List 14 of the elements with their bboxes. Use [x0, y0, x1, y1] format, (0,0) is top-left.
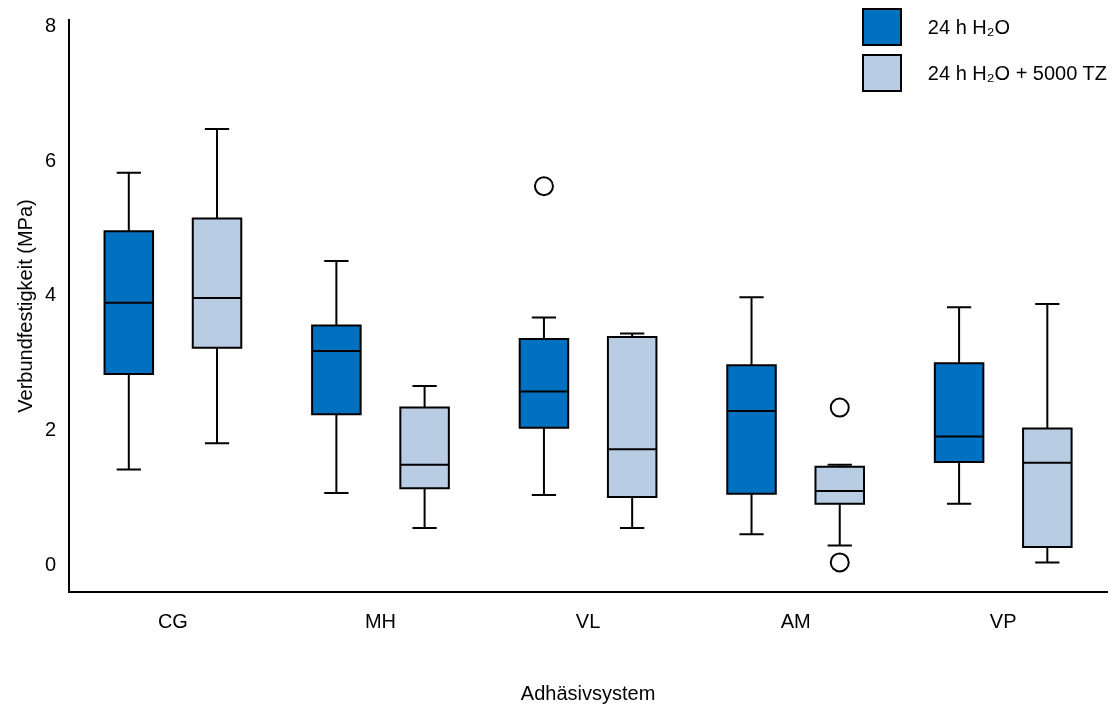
x-tick-label: CG	[157, 609, 188, 632]
legend-label: 24 h H₂O	[927, 15, 1011, 39]
x-tick-label: MH	[364, 609, 397, 632]
y-tick-label: 8	[45, 14, 57, 37]
x-tick-label: VP	[989, 609, 1017, 632]
y-tick-label: 2	[45, 418, 57, 441]
y-axis-title: Verbundfestigkeit (MPa)	[13, 199, 36, 413]
x-tick-label: VL	[575, 609, 601, 632]
x-axis-title: Adhäsivsystem	[520, 681, 656, 704]
x-tick-label: AM	[780, 609, 811, 632]
y-tick-label: 6	[45, 148, 57, 171]
y-tick-label: 4	[45, 283, 57, 306]
y-tick-label: 0	[45, 552, 57, 575]
legend-label: 24 h H₂O + 5000 TZ	[927, 61, 1107, 85]
